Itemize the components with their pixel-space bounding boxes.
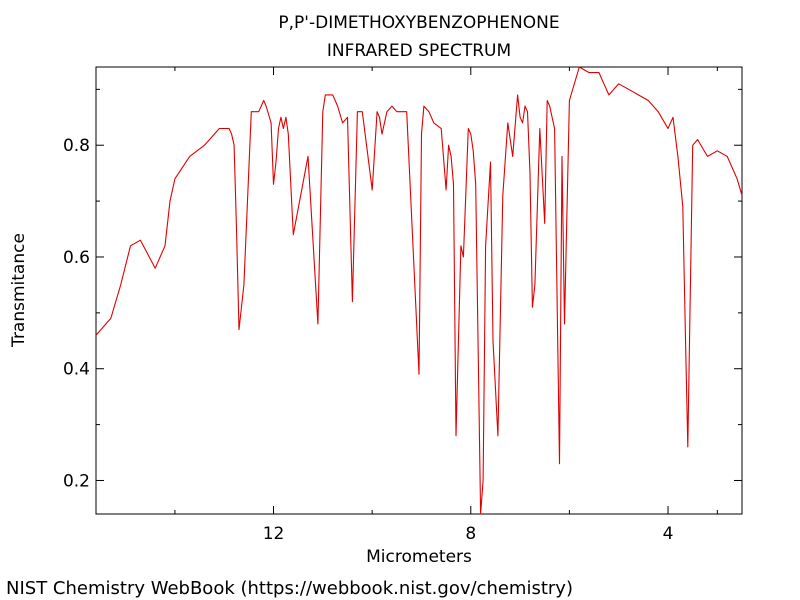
x-tick-label: 12 [263,524,285,544]
plot-area [95,66,743,515]
axis-ticks: 12 8 4 0.2 0.4 0.6 0.8 [63,67,742,544]
series-layer [95,66,743,515]
y-tick-label: 0.2 [63,471,90,491]
spectrum-line [95,66,743,515]
y-axis-label: Transmitance [9,233,29,348]
x-tick-label: 8 [465,524,476,544]
footer-source: NIST Chemistry WebBook (https://webbook.… [6,578,573,599]
y-tick-label: 0.8 [63,136,90,156]
y-tick-label: 0.4 [63,360,90,380]
x-axis-label: Micrometers [366,547,472,567]
chart-title-line-2: INFRARED SPECTRUM [327,41,511,61]
y-tick-label: 0.6 [63,248,90,268]
chart-title-line-1: P,P'-DIMETHOXYBENZOPHENONE [278,13,559,33]
x-tick-label: 4 [663,524,674,544]
